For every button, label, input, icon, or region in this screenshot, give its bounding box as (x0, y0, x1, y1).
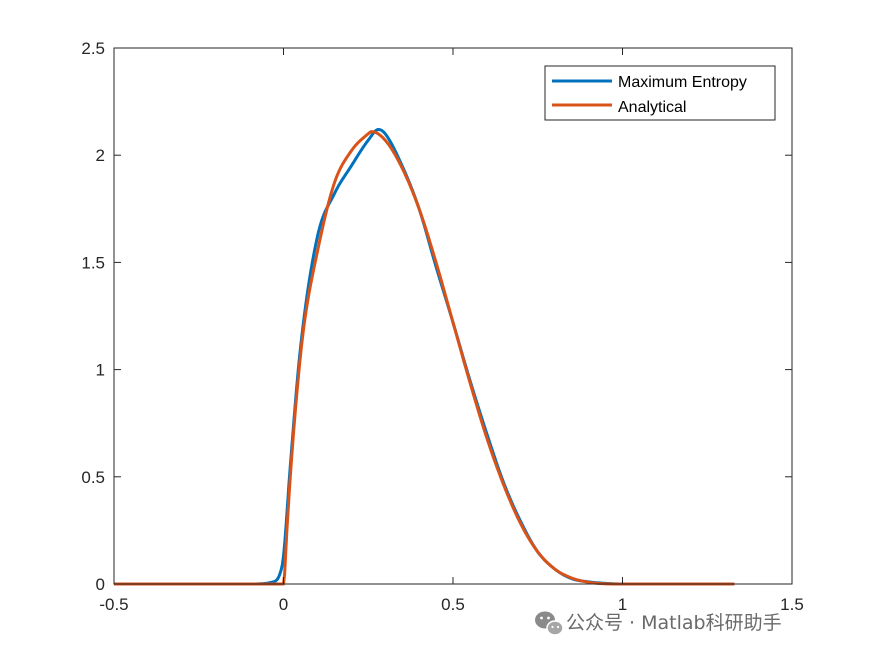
y-tick-label: 0.5 (81, 468, 105, 487)
legend-label-maximum-entropy: Maximum Entropy (618, 74, 747, 91)
legend-label-analytical: Analytical (618, 99, 686, 116)
x-tick-label: 1.5 (780, 595, 804, 614)
x-tick-label: 1 (618, 595, 627, 614)
x-tick-label: 0 (279, 595, 288, 614)
y-tick-label: 0 (96, 575, 105, 594)
legend-box (544, 65, 776, 121)
x-tick-label: -0.5 (99, 595, 128, 614)
legend: Maximum Entropy Analytical (544, 65, 776, 121)
y-tick-label: 1.5 (81, 253, 105, 272)
axes-box (113, 47, 793, 585)
y-tick-label: 2 (96, 146, 105, 165)
axes-background (114, 48, 792, 584)
x-tick-label: 0.5 (441, 595, 465, 614)
y-tick-label: 1 (96, 361, 105, 380)
ticks-layer: -0.5 0 0.5 1 1.500.511.522.5 (81, 39, 803, 614)
wechat-icon (535, 611, 564, 636)
watermark-text: 公众号 · Matlab科研助手 (566, 612, 782, 634)
watermark: 公众号 · Matlab科研助手 (535, 611, 782, 636)
y-tick-label: 2.5 (81, 39, 105, 58)
